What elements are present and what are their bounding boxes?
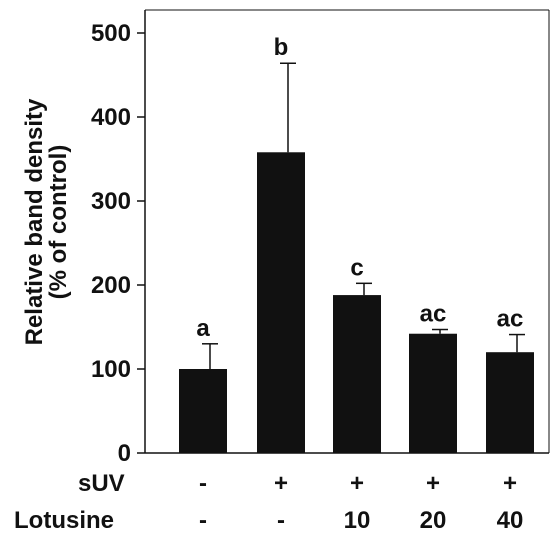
lotusine-value: - bbox=[277, 507, 285, 534]
bar bbox=[409, 333, 457, 453]
y-tick-label: 300 bbox=[91, 188, 131, 215]
y-axis-label-line: Relative band density bbox=[21, 98, 48, 345]
significance-label: ac bbox=[497, 306, 524, 333]
y-tick-label: 100 bbox=[91, 356, 131, 383]
y-tick-label: 500 bbox=[91, 20, 131, 47]
significance-labels: a b c ac ac bbox=[196, 34, 523, 342]
significance-label: a bbox=[196, 315, 210, 342]
suv-value: + bbox=[274, 470, 288, 497]
significance-label: c bbox=[350, 254, 363, 281]
lotusine-value: 20 bbox=[420, 507, 447, 534]
bar bbox=[486, 352, 534, 453]
y-tick-label: 200 bbox=[91, 272, 131, 299]
suv-value: - bbox=[199, 470, 207, 497]
significance-label: ac bbox=[420, 301, 447, 328]
y-tick-label: 400 bbox=[91, 104, 131, 131]
suv-value: + bbox=[350, 470, 364, 497]
y-axis-label-line: (% of control) bbox=[45, 145, 72, 300]
lotusine-value: - bbox=[199, 507, 207, 534]
bars bbox=[179, 152, 534, 453]
treatment-rows: - - + - +10 +20 +40 sUV Lotusine bbox=[14, 470, 523, 534]
error-bars bbox=[202, 62, 525, 369]
y-axis-label: Relative band density(% of control) bbox=[21, 98, 72, 345]
lotusine-row-label: Lotusine bbox=[14, 507, 114, 534]
bar bbox=[333, 295, 381, 453]
suv-row-label: sUV bbox=[78, 470, 125, 497]
bar bbox=[257, 152, 305, 453]
y-ticks: 0 100 200 300 400 500 bbox=[91, 20, 145, 467]
significance-label: b bbox=[274, 34, 289, 61]
suv-value: + bbox=[426, 470, 440, 497]
lotusine-value: 40 bbox=[497, 507, 524, 534]
y-tick-label: 0 bbox=[118, 440, 131, 467]
lotusine-value: 10 bbox=[344, 507, 371, 534]
suv-value: + bbox=[503, 470, 517, 497]
bar bbox=[179, 369, 227, 453]
